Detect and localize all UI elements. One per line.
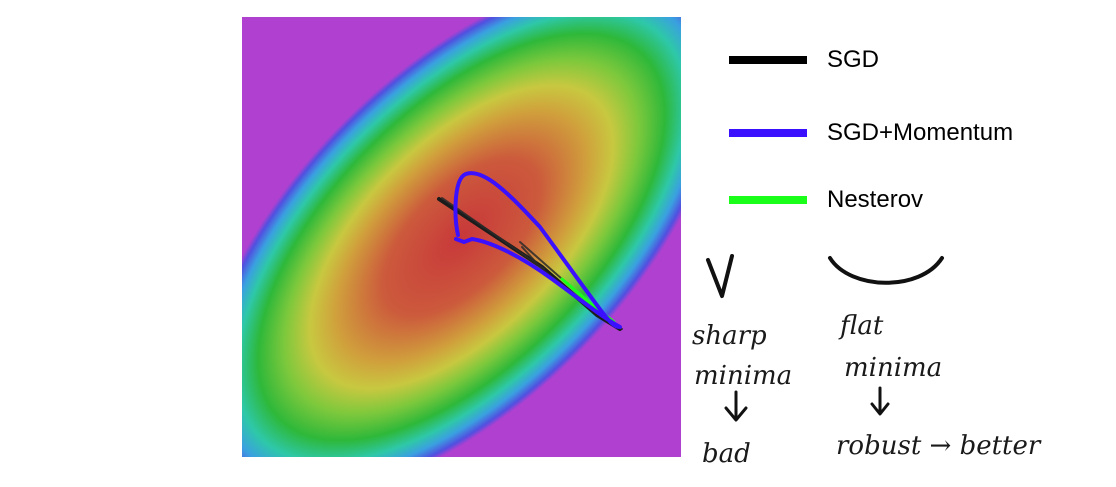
legend-item-momentum: SGD+Momentum	[729, 119, 1013, 147]
sharp-note-line2: minima	[694, 361, 792, 391]
legend-swatch-sgd	[729, 56, 807, 64]
legend-label-sgd: SGD	[827, 46, 880, 73]
legend-swatch-nesterov	[729, 196, 807, 204]
loss-landscape	[242, 17, 681, 457]
legend-item-sgd: SGD	[729, 46, 879, 74]
handwritten-notes: sharp minima bad flat minima robust → be…	[692, 254, 1042, 469]
flat-down-arrow-icon	[870, 386, 890, 416]
landscape-surface	[242, 17, 681, 457]
flat-minimum-sketch	[828, 256, 944, 285]
legend-label-nesterov: Nesterov	[827, 186, 924, 213]
sharp-minimum-sketch	[706, 254, 734, 298]
sharp-note-line1: sharp	[692, 321, 767, 351]
sharp-down-arrow-icon	[724, 390, 748, 422]
flat-note-line1: flat	[838, 311, 884, 341]
sharp-note-line3: bad	[702, 439, 751, 469]
legend-label-momentum: SGD+Momentum	[827, 119, 1014, 146]
legend-swatch-momentum	[729, 129, 807, 137]
momentum-path	[453, 171, 622, 329]
flat-note-line3: robust → better	[836, 431, 1042, 461]
legend-item-nesterov: Nesterov	[729, 186, 923, 214]
flat-note-line2: minima	[844, 353, 942, 383]
